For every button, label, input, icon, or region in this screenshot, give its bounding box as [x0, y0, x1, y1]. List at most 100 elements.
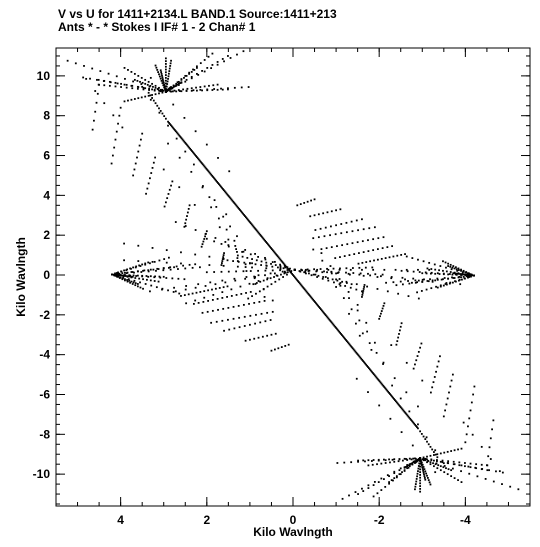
uv-sample: [243, 315, 246, 318]
uv-sample: [98, 83, 100, 86]
uv-sample: [369, 369, 372, 372]
uv-sample: [342, 297, 345, 300]
uv-sample: [501, 471, 504, 474]
uv-sample: [335, 272, 337, 275]
uv-sample: [144, 263, 147, 266]
uv-sample: [405, 255, 408, 258]
uv-sample: [133, 72, 136, 75]
uv-sample: [380, 312, 382, 315]
uv-sample: [180, 78, 183, 80]
uv-sample: [419, 485, 422, 487]
uv-sample: [438, 269, 440, 272]
uv-sample: [464, 273, 467, 276]
uv-sample: [443, 451, 446, 454]
uv-sample: [397, 336, 400, 339]
uv-sample: [143, 269, 146, 272]
uv-sample: [489, 437, 492, 440]
uv-sample: [177, 89, 180, 91]
uv-sample: [413, 422, 416, 425]
uv-sample: [401, 276, 404, 279]
uv-sample: [446, 450, 449, 453]
uv-sample: [230, 198, 233, 201]
uv-sample: [374, 273, 377, 276]
uv-sample: [184, 222, 187, 225]
uv-sample: [417, 258, 419, 261]
uv-sample: [154, 86, 157, 89]
uv-sample: [364, 362, 366, 365]
uv-sample: [114, 273, 117, 276]
uv-sample: [365, 363, 367, 366]
uv-sample: [286, 269, 289, 271]
uv-sample: [439, 469, 442, 472]
uv-sample: [405, 361, 408, 364]
uv-sample: [169, 268, 172, 271]
uv-sample: [211, 52, 214, 55]
uv-sample: [217, 182, 219, 184]
uv-sample: [237, 304, 240, 307]
uv-sample: [461, 271, 464, 274]
uv-sample: [152, 99, 155, 102]
uv-sample: [376, 258, 379, 261]
uv-sample: [281, 270, 284, 273]
uv-sample: [400, 254, 403, 256]
uv-sample: [435, 285, 437, 288]
uv-sample: [423, 468, 426, 471]
uv-sample: [362, 288, 365, 290]
uv-sample: [221, 258, 224, 260]
uv-sample: [452, 265, 455, 267]
uv-sample: [192, 151, 194, 154]
uv-sample: [164, 201, 167, 204]
uv-sample: [486, 469, 489, 472]
uv-sample: [125, 272, 128, 275]
uv-sample: [425, 288, 428, 291]
uv-sample: [460, 269, 462, 272]
uv-sample: [289, 270, 292, 273]
uv-sample: [398, 405, 401, 407]
uv-sample: [202, 185, 204, 187]
uv-sample: [329, 265, 332, 267]
uv-sample: [151, 88, 153, 91]
uv-sample: [185, 218, 188, 221]
uv-sample: [194, 253, 197, 256]
uv-sample: [405, 391, 408, 394]
uv-sample: [169, 65, 172, 67]
uv-sample: [275, 274, 278, 277]
uv-sample: [199, 160, 202, 163]
uv-sample: [108, 84, 111, 87]
uv-sample: [177, 84, 180, 86]
uv-sample: [307, 292, 310, 295]
uv-sample: [149, 262, 151, 265]
uv-sample: [152, 161, 155, 164]
uv-sample: [362, 459, 365, 462]
uv-sample: [137, 97, 140, 100]
uv-sample: [161, 88, 164, 91]
uv-sample: [282, 276, 284, 278]
uv-sample: [236, 254, 239, 257]
uv-sample: [220, 87, 222, 90]
uv-sample: [159, 276, 162, 279]
uv-sample: [142, 287, 144, 290]
uv-sample: [121, 274, 124, 277]
uv-sample: [410, 419, 413, 421]
uv-sample: [422, 260, 425, 263]
uv-sample: [201, 243, 204, 246]
uv-sample: [213, 240, 216, 243]
uv-sample: [233, 202, 236, 204]
uv-sample: [283, 263, 286, 266]
uv-sample: [392, 479, 394, 482]
uv-sample: [344, 285, 347, 287]
uv-sample: [214, 178, 217, 181]
uv-sample: [323, 313, 326, 315]
uv-sample: [221, 188, 224, 190]
uv-sample: [383, 458, 385, 461]
uv-sample: [303, 288, 306, 291]
uv-sample: [123, 259, 125, 262]
uv-sample: [398, 458, 401, 461]
uv-sample: [458, 279, 460, 282]
uv-sample: [372, 238, 375, 241]
uv-sample: [419, 471, 422, 474]
uv-sample: [216, 83, 219, 86]
uv-sample: [258, 232, 261, 235]
uv-sample: [415, 480, 418, 483]
